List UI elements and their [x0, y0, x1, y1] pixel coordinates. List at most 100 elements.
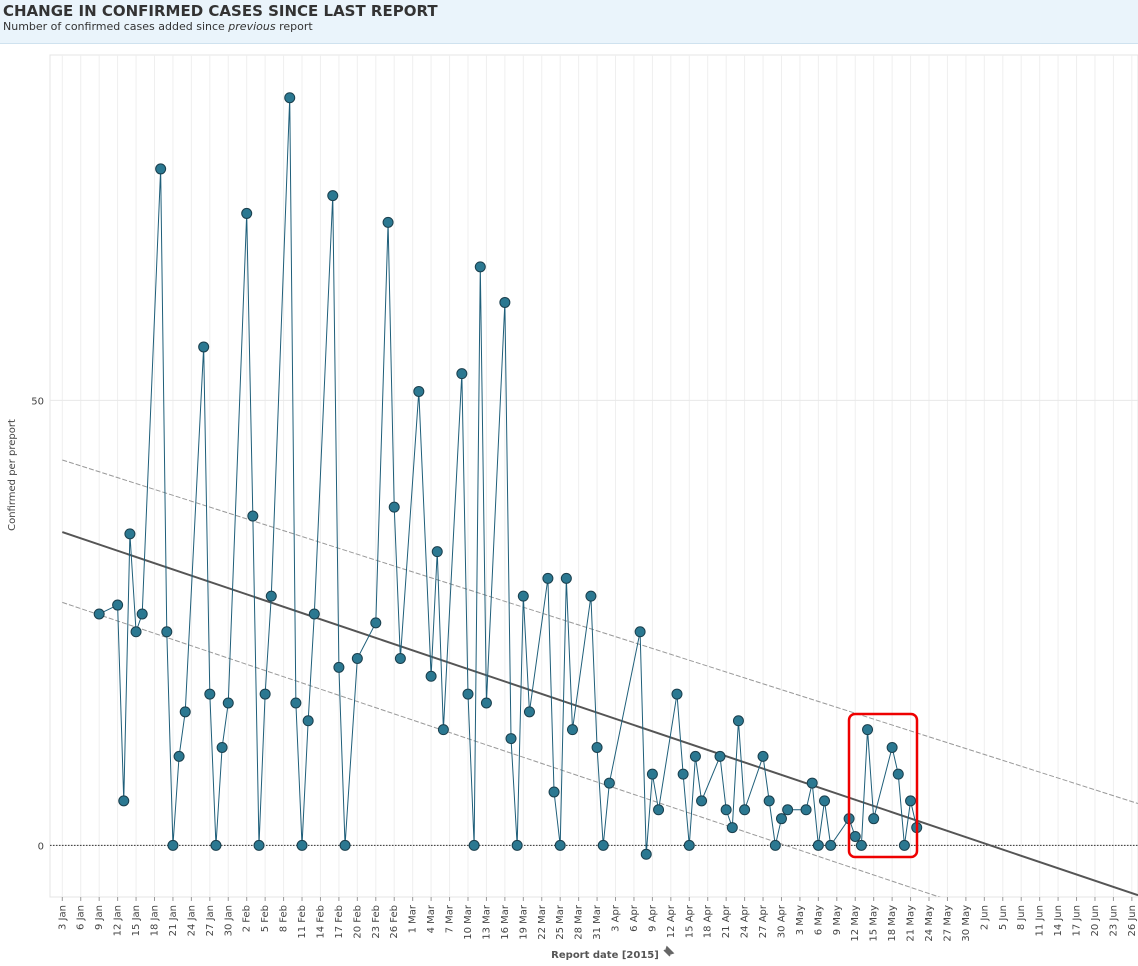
x-tick-label: 5 Feb — [260, 905, 271, 932]
data-point — [388, 501, 400, 513]
data-point — [849, 830, 861, 842]
data-point — [339, 839, 351, 851]
header: CHANGE IN CONFIRMED CASES SINCE LAST REP… — [0, 0, 1138, 44]
x-tick-label: 12 May — [850, 905, 861, 942]
x-tick-label: 21 Apr — [721, 904, 732, 938]
data-point — [898, 839, 910, 851]
data-point — [222, 697, 234, 709]
plot-area — [49, 54, 1138, 898]
data-point — [210, 839, 222, 851]
data-point — [689, 750, 701, 762]
x-tick-label: 25 Mar — [555, 904, 566, 940]
data-point — [173, 750, 185, 762]
x-tick-label: 6 May — [813, 905, 824, 935]
data-point — [351, 652, 363, 664]
data-point — [517, 590, 529, 602]
data-point — [757, 750, 769, 762]
x-tick-label: 26 Jun — [1127, 905, 1138, 937]
data-point — [437, 724, 449, 736]
data-point — [523, 706, 535, 718]
x-tick-label: 2 Jun — [979, 905, 990, 930]
data-point — [302, 715, 314, 727]
x-tick-label: 21 Jan — [168, 905, 179, 936]
x-tick-label: 21 May — [906, 905, 917, 942]
data-point — [732, 715, 744, 727]
data-point — [560, 572, 572, 584]
x-tick-label: 3 Apr — [611, 904, 622, 932]
data-point — [566, 724, 578, 736]
data-point — [892, 768, 904, 780]
x-tick-label: 7 Mar — [445, 904, 456, 933]
data-point — [905, 795, 917, 807]
x-tick-label: 5 Jun — [998, 905, 1009, 930]
data-point — [646, 768, 658, 780]
data-point — [474, 261, 486, 273]
data-point — [290, 697, 302, 709]
x-tick-label: 15 Apr — [684, 904, 695, 938]
data-point — [855, 839, 867, 851]
data-point — [425, 670, 437, 682]
data-point — [431, 546, 443, 558]
x-tick-label: 28 Mar — [574, 904, 585, 940]
x-axis-title: Report date [2015] — [551, 950, 659, 961]
x-tick-label: 1 Mar — [408, 904, 419, 933]
x-tick-label: 16 Mar — [500, 904, 511, 940]
data-point — [548, 786, 560, 798]
data-point — [253, 839, 265, 851]
data-point — [683, 839, 695, 851]
subtitle-emphasis: previous — [228, 20, 276, 33]
data-point — [769, 839, 781, 851]
x-tick-label: 27 Apr — [758, 904, 769, 938]
x-tick-label: 30 Jan — [223, 905, 234, 936]
data-point — [394, 652, 406, 664]
x-tick-label: 8 Jun — [1016, 905, 1027, 930]
x-tick-label: 6 Jan — [76, 905, 87, 930]
data-point — [136, 608, 148, 620]
data-point — [167, 839, 179, 851]
x-tick-label: 4 Mar — [426, 904, 437, 933]
x-tick-label: 30 May — [961, 905, 972, 942]
x-tick-label: 11 Feb — [297, 905, 308, 939]
data-point — [112, 599, 124, 611]
data-point — [241, 207, 253, 219]
data-point — [819, 795, 831, 807]
data-point — [462, 688, 474, 700]
data-point — [216, 741, 228, 753]
data-point — [259, 688, 271, 700]
x-tick-label: 13 Mar — [481, 904, 492, 940]
data-point — [505, 733, 517, 745]
x-tick-label: 20 Feb — [352, 905, 363, 939]
data-point — [868, 813, 880, 825]
subtitle-text: Number of confirmed cases added since — [3, 20, 229, 33]
data-point — [118, 795, 130, 807]
data-point — [247, 510, 259, 522]
data-point — [554, 839, 566, 851]
y-tick-label: 50 — [31, 396, 44, 407]
x-tick-label: 24 May — [924, 905, 935, 942]
data-point — [542, 572, 554, 584]
x-tick-label: 12 Jan — [113, 905, 124, 936]
data-point — [179, 706, 191, 718]
data-point — [284, 92, 296, 104]
x-tick-label: 14 Feb — [315, 905, 326, 939]
data-point — [714, 750, 726, 762]
data-point — [413, 385, 425, 397]
x-tick-label: 19 Mar — [518, 904, 529, 940]
x-tick-label: 14 Jun — [1053, 905, 1064, 937]
data-point — [585, 590, 597, 602]
x-tick-label: 26 Feb — [389, 905, 400, 939]
chart-subtitle: Number of confirmed cases added since pr… — [3, 20, 313, 33]
data-point — [204, 688, 216, 700]
data-point — [130, 626, 142, 638]
data-point — [499, 296, 511, 308]
data-point — [93, 608, 105, 620]
data-point — [862, 724, 874, 736]
x-tick-label: 22 Mar — [537, 904, 548, 940]
data-point — [591, 741, 603, 753]
data-point — [825, 839, 837, 851]
pin-icon[interactable] — [663, 945, 675, 957]
data-point — [308, 608, 320, 620]
data-point — [739, 804, 751, 816]
